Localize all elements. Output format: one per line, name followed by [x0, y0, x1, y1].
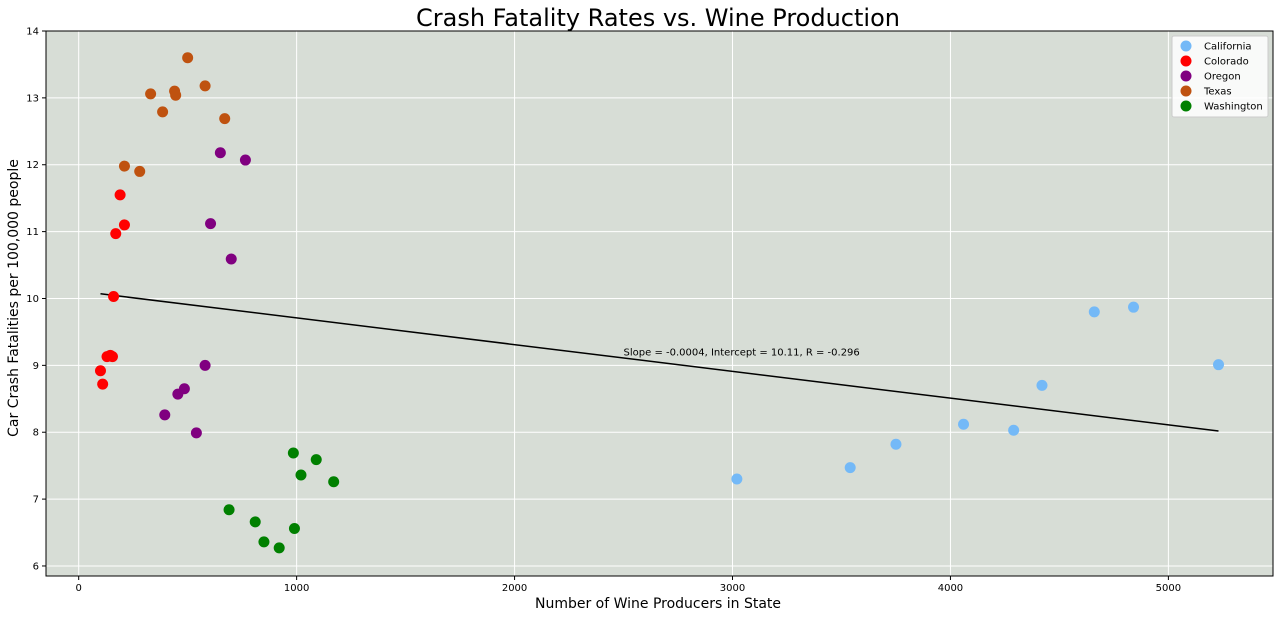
legend-label-texas: Texas [1203, 87, 1232, 98]
legend-marker-colorado [1180, 55, 1192, 67]
point-colorado [118, 219, 130, 231]
point-washington [258, 536, 270, 548]
point-washington [273, 542, 285, 554]
x-tick-label: 0 [76, 583, 82, 594]
point-texas [199, 80, 211, 92]
point-colorado [106, 351, 118, 363]
point-colorado [97, 378, 109, 390]
point-washington [328, 476, 340, 488]
point-texas [170, 89, 182, 101]
x-tick-label: 4000 [938, 583, 963, 594]
y-tick-label: 9 [33, 361, 39, 372]
legend-label-washington: Washington [1204, 102, 1263, 113]
point-colorado [94, 365, 106, 377]
point-california [1213, 359, 1225, 371]
point-oregon [178, 383, 190, 395]
point-california [844, 462, 856, 474]
y-tick-label: 11 [26, 227, 39, 238]
point-texas [157, 106, 169, 118]
point-texas [118, 160, 130, 172]
regression-line [100, 293, 1219, 432]
point-california [1088, 306, 1100, 318]
point-colorado [108, 290, 120, 302]
y-tick-label: 10 [26, 294, 39, 305]
point-washington [310, 454, 322, 466]
point-oregon [205, 218, 217, 230]
y-tick-label: 8 [33, 428, 39, 439]
y-tick-label: 6 [33, 561, 39, 572]
point-california [1008, 424, 1020, 436]
point-texas [134, 165, 146, 177]
legend-marker-oregon [1180, 70, 1192, 82]
plot-background [46, 31, 1273, 576]
point-washington [288, 523, 300, 535]
y-tick-label: 13 [26, 93, 39, 104]
point-california [890, 438, 902, 450]
legend-frame [1171, 35, 1269, 118]
point-california [1128, 301, 1140, 313]
plot-frame [45, 30, 1274, 577]
legend-marker-washington [1180, 100, 1192, 112]
x-tick-label: 3000 [720, 583, 745, 594]
regression-annotation: Slope = -0.0004, Intercept = 10.11, R = … [624, 347, 860, 358]
legend-marker-california [1180, 40, 1192, 52]
x-axis-label: Number of Wine Producers in State [535, 596, 781, 612]
legend-label-oregon: Oregon [1204, 72, 1241, 83]
x-tick-label: 2000 [502, 583, 527, 594]
point-washington [223, 504, 235, 516]
x-tick-label: 1000 [284, 583, 309, 594]
y-tick-label: 7 [33, 495, 39, 506]
point-texas [145, 88, 157, 100]
point-oregon [190, 427, 202, 439]
regression-line-group [100, 293, 1219, 432]
y-axis-label: Car Crash Fatalities per 100,000 people [6, 159, 22, 437]
chart-title: Crash Fatality Rates vs. Wine Production [416, 4, 900, 32]
point-oregon [159, 409, 171, 421]
point-washington [287, 447, 299, 459]
y-tick-label: 12 [26, 160, 39, 171]
point-oregon [225, 253, 237, 265]
point-oregon [239, 154, 251, 166]
y-axis-ticks: 6 7 8 9 10 11 12 13 14 [26, 27, 46, 572]
point-oregon [214, 147, 226, 159]
point-texas [182, 52, 194, 64]
point-colorado [114, 189, 126, 201]
grid-lines [46, 30, 1273, 576]
legend-marker-texas [1180, 85, 1192, 97]
legend-label-california: California [1204, 42, 1252, 53]
point-colorado [110, 228, 122, 240]
point-washington [295, 469, 307, 481]
x-tick-label: 5000 [1156, 583, 1181, 594]
data-points [94, 52, 1225, 554]
y-tick-label: 14 [26, 27, 39, 38]
legend-label-colorado: Colorado [1204, 57, 1249, 68]
point-texas [219, 113, 231, 125]
point-california [958, 418, 970, 430]
point-california [1036, 379, 1048, 391]
point-washington [249, 516, 261, 528]
legend: California Colorado Oregon Texas Washington [1171, 35, 1269, 118]
x-axis-ticks: 0 1000 2000 3000 4000 5000 [76, 576, 1181, 594]
point-oregon [199, 359, 211, 371]
point-california [731, 473, 743, 485]
